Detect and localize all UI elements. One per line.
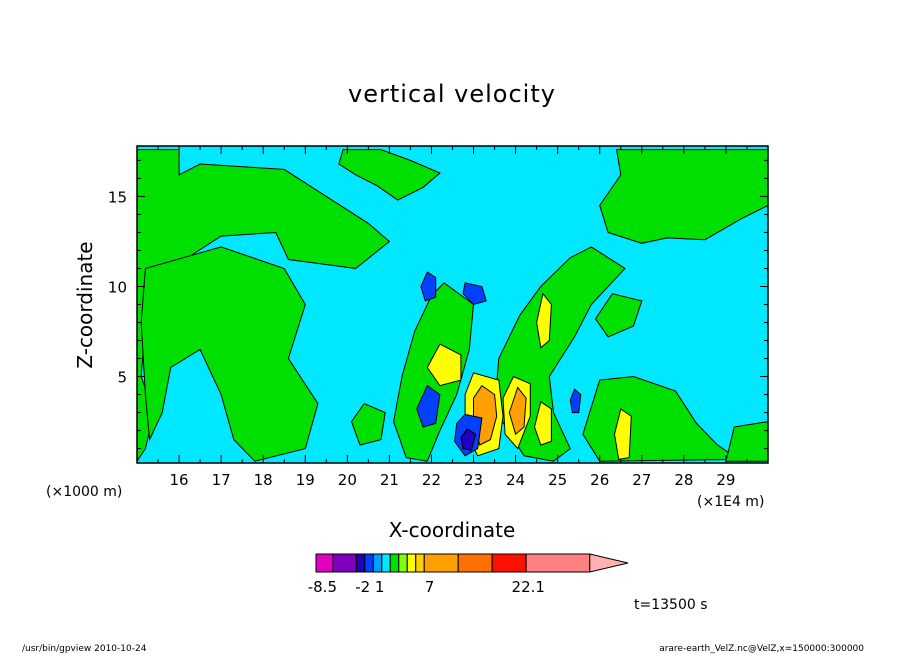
contour-region-positive xyxy=(536,292,552,349)
footer-right: arare-earth_VelZ.nc@VelZ,x=150000:300000 xyxy=(659,644,864,654)
plot-area: 16 17 18 19 20 21 22 23 24 25 26 27 28 29 5 10 15 xyxy=(108,145,769,489)
contour-region-positive-strong xyxy=(508,386,527,436)
contour-region-negative xyxy=(416,384,441,428)
colorbar-segment xyxy=(355,553,366,573)
x-tick-label: 26 xyxy=(590,471,609,489)
contour-region-negative xyxy=(420,271,437,302)
contour-region-positive-weak xyxy=(594,293,643,338)
colorbar-segment xyxy=(381,553,391,573)
footer-left: /usr/bin/gpview 2010-10-24 xyxy=(22,644,147,654)
contour-region-positive-weak xyxy=(725,421,768,462)
contour-field xyxy=(137,149,768,463)
colorbar-label: 1 xyxy=(375,578,385,596)
colorbar-segment xyxy=(406,553,417,573)
contour-region-positive-weak xyxy=(350,402,386,446)
x-tick-label: 24 xyxy=(506,471,525,489)
x-tick-label: 17 xyxy=(212,471,231,489)
y-tick-label: 10 xyxy=(108,278,127,296)
colorbar-segment xyxy=(525,553,591,573)
x-tick-label: 21 xyxy=(380,471,399,489)
colorbar-segment xyxy=(364,553,374,573)
contour-region-negative xyxy=(462,282,487,306)
y-tick-label: 15 xyxy=(108,188,127,206)
colorbar-segment xyxy=(315,553,334,573)
chart-title: vertical velocity xyxy=(348,80,556,108)
contour-region-positive-weak xyxy=(338,149,441,201)
x-tick-label: 28 xyxy=(674,471,693,489)
colorbar-label: 22.1 xyxy=(512,578,545,596)
x-tick-label: 27 xyxy=(632,471,651,489)
x-tick-label: 19 xyxy=(296,471,315,489)
colorbar-label: -8.5 xyxy=(308,578,337,596)
contour-region-negative-strong xyxy=(460,428,477,451)
x-tick-label: 20 xyxy=(338,471,357,489)
contour-region-positive-weak xyxy=(599,149,768,244)
contour-region-positive xyxy=(613,408,632,460)
y-axis-ticks: 5 10 15 xyxy=(108,159,768,450)
colorbar xyxy=(315,553,629,573)
contour-region-positive-weak xyxy=(140,246,319,462)
y-tick-label: 5 xyxy=(117,369,127,387)
contour-region-positive-weak xyxy=(137,149,391,463)
colorbar-label: -2 xyxy=(355,578,370,596)
colorbar-segment xyxy=(457,553,493,573)
x-secondary-note: (×1E4 m) xyxy=(697,494,764,510)
colorbar-segment xyxy=(332,553,357,573)
colorbar-labels: -8.5 -2 1 7 22.1 xyxy=(308,578,545,596)
x-axis-ticks: 16 17 18 19 20 21 22 23 24 25 26 27 28 29 xyxy=(157,146,748,489)
colorbar-segment xyxy=(398,553,408,573)
x-tick-label: 29 xyxy=(716,471,735,489)
colorbar-label: 7 xyxy=(425,578,435,596)
contour-region-positive xyxy=(426,343,462,387)
colorbar-segment xyxy=(372,553,383,573)
x-tick-label: 18 xyxy=(254,471,273,489)
colorbar-segment xyxy=(423,553,459,573)
x-tick-label: 25 xyxy=(548,471,567,489)
colorbar-segment xyxy=(389,553,400,573)
x-tick-label: 22 xyxy=(422,471,441,489)
time-label: t=13500 s xyxy=(634,597,708,613)
colorbar-segment xyxy=(415,553,425,573)
colorbar-segment xyxy=(491,553,527,573)
x-tick-label: 16 xyxy=(170,471,189,489)
x-axis-label: X-coordinate xyxy=(389,518,516,542)
y-axis-label: Z-coordinate xyxy=(73,241,97,368)
x-tick-label: 23 xyxy=(464,471,483,489)
contour-region-positive xyxy=(533,400,552,446)
x-scale-note: (×1000 m) xyxy=(46,484,122,500)
contour-region-negative xyxy=(569,388,582,414)
colorbar-arrow xyxy=(589,553,629,573)
